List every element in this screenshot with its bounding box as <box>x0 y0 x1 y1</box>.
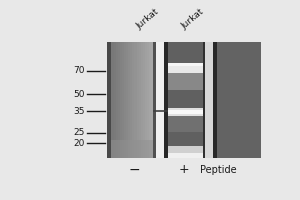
Bar <box>168 108 202 116</box>
Bar <box>134 42 136 158</box>
Bar <box>132 42 134 158</box>
Bar <box>168 116 202 132</box>
Text: Jurkat: Jurkat <box>135 7 161 31</box>
Bar <box>122 42 124 158</box>
Text: Jurkat: Jurkat <box>179 7 205 31</box>
Bar <box>149 42 151 158</box>
Bar <box>213 42 261 158</box>
Text: −: − <box>128 163 140 177</box>
Bar <box>139 42 141 158</box>
Text: 35: 35 <box>74 107 85 116</box>
Bar <box>120 42 122 158</box>
Bar <box>116 42 118 158</box>
Bar <box>168 110 202 114</box>
Bar <box>126 42 128 158</box>
Text: Peptide: Peptide <box>200 165 237 175</box>
Bar <box>205 42 213 158</box>
Bar <box>141 42 143 158</box>
Bar <box>202 42 205 158</box>
Bar <box>168 73 202 90</box>
Bar <box>164 42 205 158</box>
Bar <box>153 42 156 158</box>
Bar <box>147 42 149 158</box>
Bar <box>124 42 126 158</box>
Bar <box>136 42 139 158</box>
Text: 70: 70 <box>74 66 85 75</box>
Bar <box>217 42 261 158</box>
Bar <box>130 42 132 158</box>
Bar <box>151 42 153 158</box>
Bar <box>118 42 120 158</box>
Bar <box>143 42 145 158</box>
Bar <box>164 42 168 158</box>
Text: 25: 25 <box>74 128 85 137</box>
Bar <box>213 42 217 158</box>
Bar <box>111 42 113 158</box>
Bar <box>113 42 116 158</box>
Bar <box>145 42 147 158</box>
Bar <box>107 42 156 158</box>
Bar <box>156 42 164 158</box>
Text: 50: 50 <box>74 90 85 99</box>
Bar <box>168 64 202 73</box>
Bar <box>168 153 202 158</box>
Bar <box>107 42 111 158</box>
Bar <box>111 140 153 158</box>
Text: 20: 20 <box>74 139 85 148</box>
Bar <box>168 146 202 158</box>
Bar <box>128 42 130 158</box>
Bar <box>168 63 202 66</box>
Text: +: + <box>179 163 189 176</box>
